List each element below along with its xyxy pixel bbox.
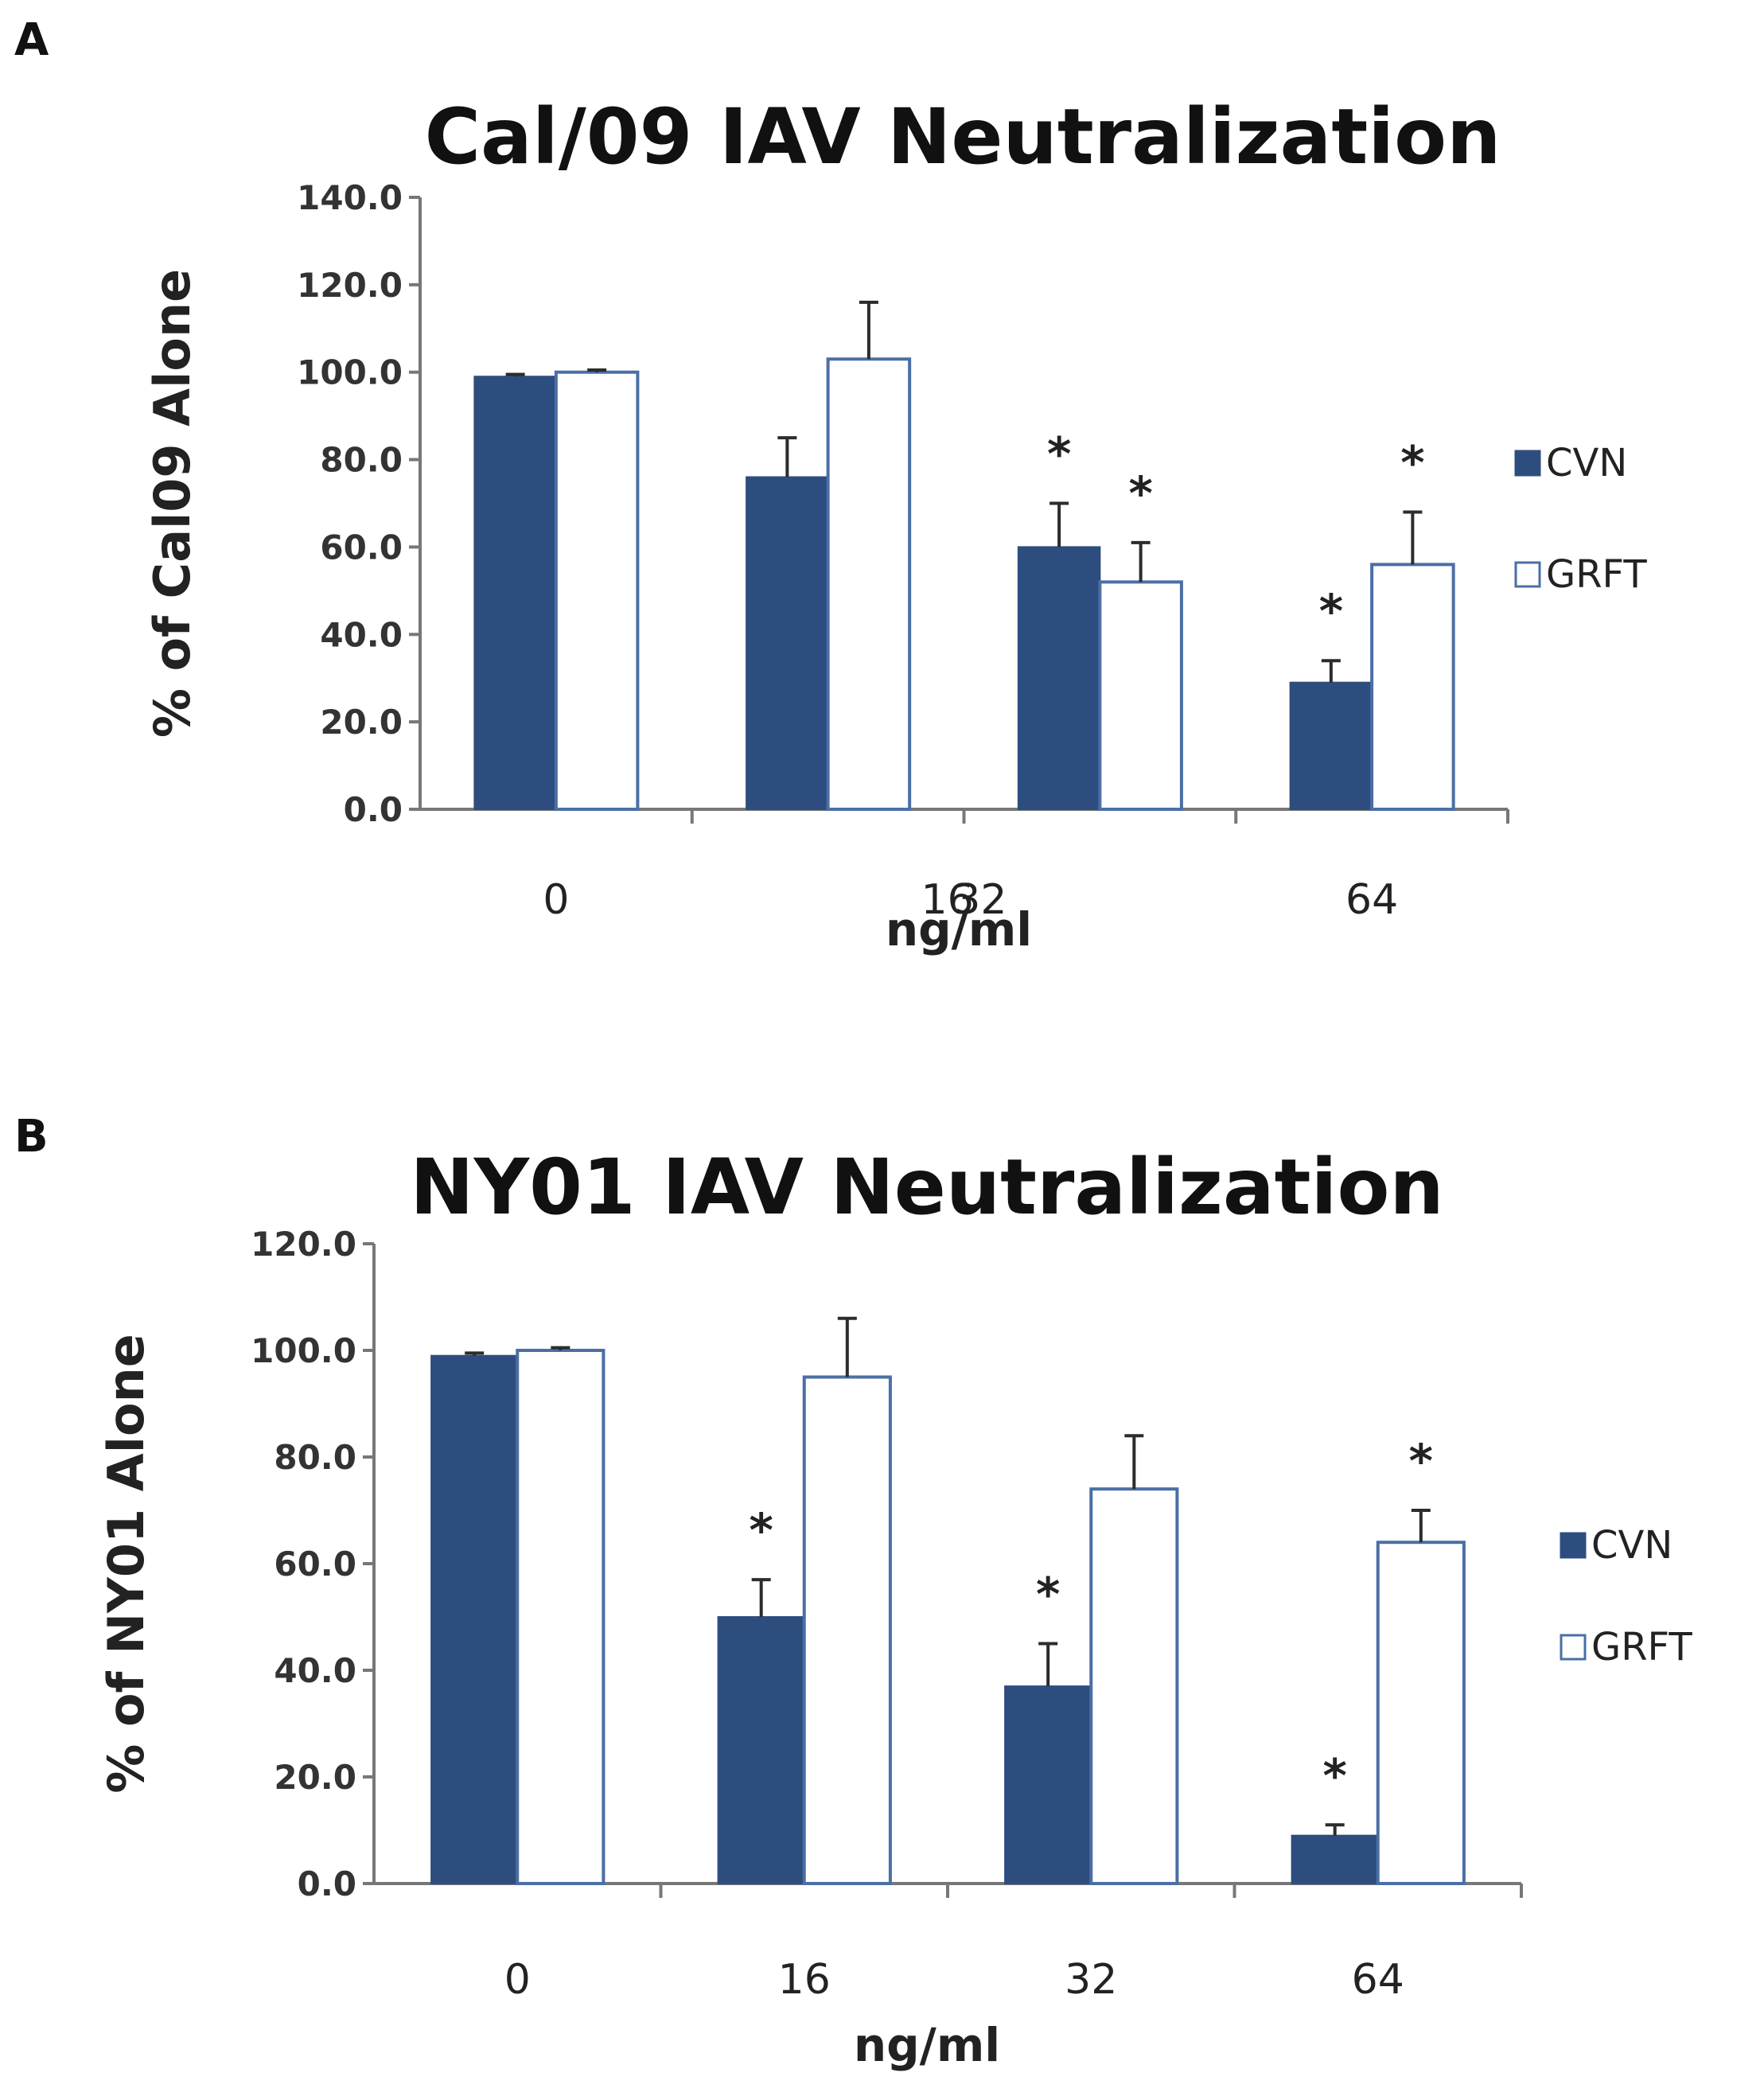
- y-tick-label: 60.0: [320, 528, 403, 567]
- legend-label-cvn: CVN: [1546, 441, 1627, 485]
- significance-marker: *: [750, 1503, 773, 1557]
- bar-grft: [826, 357, 912, 811]
- bar-cvn: [1004, 1685, 1092, 1884]
- significance-marker: *: [1047, 427, 1071, 481]
- bar-grft: [1376, 1541, 1466, 1885]
- x-category-label: 0: [504, 1956, 531, 2004]
- bar-grft: [1098, 580, 1183, 811]
- y-tick-label: 60.0: [274, 1545, 356, 1584]
- significance-marker: *: [1319, 584, 1343, 638]
- x-axis-title: ng/ml: [854, 2018, 1000, 2072]
- bar-cvn: [1017, 546, 1101, 811]
- chart-b: NY01 IAV Neutralization 0.0 20.0 40.0 60.0 80…: [97, 1143, 1692, 2072]
- panel-a: A Cal/09 IAV Neutralization 0.0 20.0 40.0 60…: [14, 14, 1647, 956]
- x-category-label: 16: [778, 1956, 831, 2004]
- legend-label-grft: GRFT: [1546, 552, 1647, 597]
- chart-a: Cal/09 IAV Neutralization 0.0 20.0 40.0 60.0…: [143, 92, 1647, 956]
- bar-grft: [1370, 563, 1455, 812]
- y-tick-label: 80.0: [274, 1438, 356, 1477]
- bar-grft: [802, 1375, 892, 1885]
- legend-swatch-cvn: [1514, 450, 1541, 477]
- significance-marker: *: [1409, 1434, 1433, 1488]
- legend-label-cvn: CVN: [1591, 1523, 1672, 1568]
- significance-marker: *: [1128, 466, 1152, 520]
- x-category-label: 32: [954, 876, 1007, 924]
- panel-letter-a: A: [14, 14, 49, 66]
- y-tick-label: 80.0: [320, 441, 403, 480]
- significance-marker: *: [1400, 435, 1424, 489]
- bar-grft: [1089, 1487, 1179, 1885]
- bar-cvn: [430, 1354, 519, 1884]
- bar-cvn: [746, 476, 829, 810]
- legend-swatch-grft: [1514, 561, 1541, 588]
- y-tick-label: 20.0: [274, 1758, 356, 1797]
- panel-letter-b: B: [14, 1111, 49, 1163]
- y-axis-title: % of NY01 Alone: [97, 1334, 155, 1794]
- bar-grft: [554, 370, 640, 811]
- chart-title: Cal/09 IAV Neutralization: [425, 92, 1501, 181]
- y-tick-label: 100.0: [251, 1331, 356, 1370]
- bar-cvn: [1289, 681, 1373, 811]
- significance-marker: *: [1036, 1568, 1060, 1622]
- legend-swatch-grft: [1560, 1634, 1587, 1661]
- legend-swatch-cvn: [1560, 1532, 1587, 1559]
- y-tick-label: 40.0: [274, 1651, 356, 1690]
- bar-cvn: [1291, 1834, 1379, 1885]
- legend-label-grft: GRFT: [1591, 1625, 1692, 1669]
- chart-title: NY01 IAV Neutralization: [410, 1143, 1443, 1232]
- x-axis-title: ng/ml: [886, 902, 1032, 956]
- bar-cvn: [717, 1616, 805, 1884]
- x-category-label: 16: [921, 876, 974, 924]
- panel-b: B NY01 IAV Neutralization 0.0 20.0 40.0 60.0…: [0, 1066, 1764, 2096]
- y-tick-label: 120.0: [297, 266, 403, 305]
- y-tick-label: 40.0: [320, 615, 403, 654]
- y-tick-label: 0.0: [344, 790, 403, 829]
- y-tick-label: 100.0: [297, 353, 403, 392]
- x-category-label: 0: [543, 876, 569, 924]
- x-category-label: 64: [1345, 876, 1398, 924]
- bar-grft: [516, 1349, 606, 1885]
- x-category-label: 32: [1065, 1956, 1117, 2004]
- y-tick-label: 20.0: [320, 703, 403, 742]
- y-axis-title: % of Cal09 Alone: [143, 269, 201, 738]
- bar-cvn: [473, 376, 557, 810]
- x-category-label: 64: [1352, 1956, 1404, 2004]
- significance-marker: *: [1323, 1748, 1347, 1802]
- y-tick-label: 120.0: [251, 1225, 356, 1264]
- y-tick-label: 140.0: [297, 178, 403, 217]
- y-tick-label: 0.0: [298, 1864, 356, 1903]
